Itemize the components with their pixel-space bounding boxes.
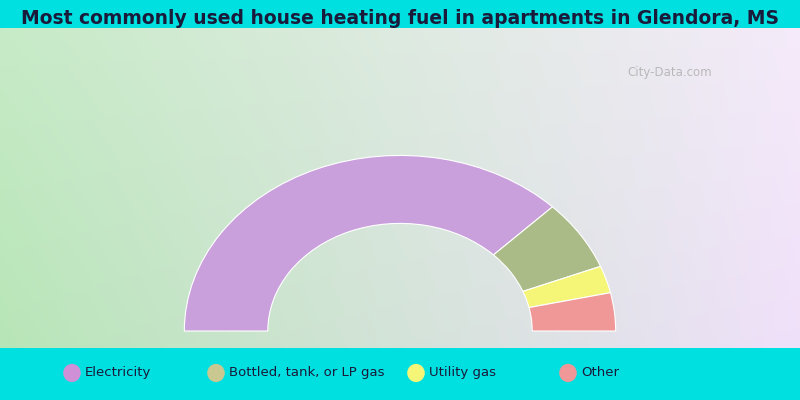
Text: Electricity: Electricity bbox=[85, 366, 151, 380]
Text: City-Data.com: City-Data.com bbox=[627, 66, 712, 79]
Wedge shape bbox=[523, 266, 610, 308]
Ellipse shape bbox=[559, 364, 577, 382]
Ellipse shape bbox=[407, 364, 425, 382]
Wedge shape bbox=[529, 293, 616, 331]
Ellipse shape bbox=[63, 364, 81, 382]
Text: Other: Other bbox=[581, 366, 619, 380]
Text: Utility gas: Utility gas bbox=[429, 366, 496, 380]
Text: Bottled, tank, or LP gas: Bottled, tank, or LP gas bbox=[229, 366, 384, 380]
Text: Most commonly used house heating fuel in apartments in Glendora, MS: Most commonly used house heating fuel in… bbox=[21, 8, 779, 28]
Wedge shape bbox=[494, 207, 601, 291]
Wedge shape bbox=[184, 156, 553, 331]
Ellipse shape bbox=[207, 364, 225, 382]
